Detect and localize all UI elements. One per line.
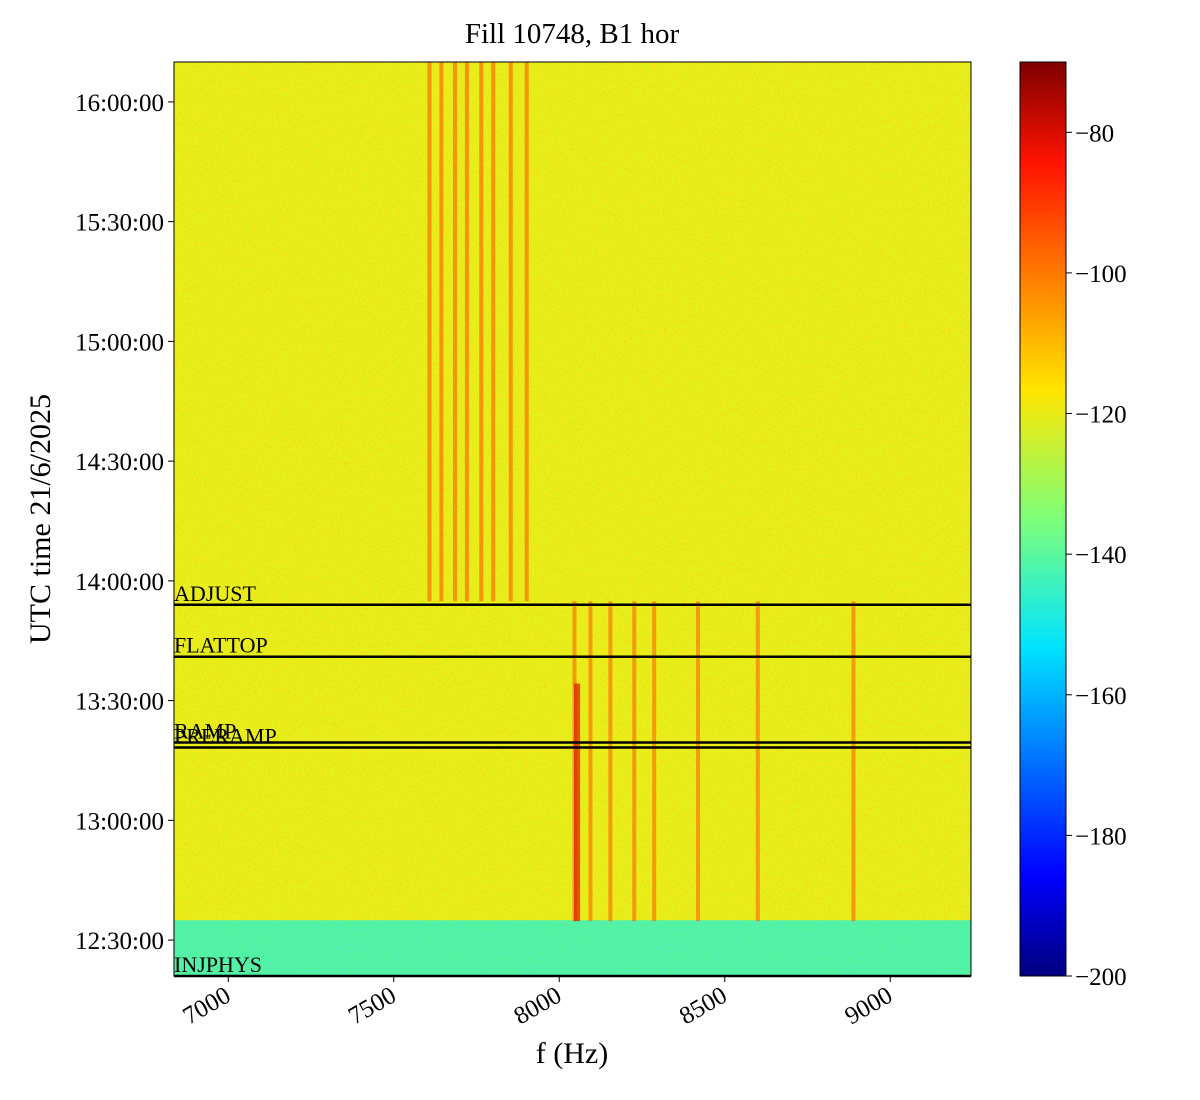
spectrogram-low-texture [174, 920, 971, 976]
x-tick-label: 7000 [178, 982, 235, 1030]
colorbar-tick-label: −160 [1075, 683, 1127, 710]
spectrogram-streak [851, 601, 856, 922]
spectrogram-streak [608, 601, 613, 922]
spectrogram-streak [479, 62, 484, 602]
spectrogram-streak [524, 62, 529, 602]
spectrogram-streak [439, 62, 444, 602]
y-axis-label: UTC time 21/6/2025 [24, 394, 57, 644]
chart-title: Fill 10748, B1 hor [465, 18, 680, 50]
spectrogram-streak [696, 601, 701, 922]
spectrogram-streak [452, 62, 457, 602]
spectrogram-streak [652, 601, 657, 922]
spectrogram-streak [508, 62, 513, 602]
plot-area [174, 62, 971, 976]
y-tick-label: 13:30:00 [75, 689, 164, 716]
x-tick-label: 8000 [509, 982, 566, 1030]
spectrogram-streak [427, 62, 432, 602]
x-tick-label: 8500 [675, 982, 732, 1030]
plot-frame [173, 61, 972, 977]
colorbar-tick-label: −200 [1075, 964, 1127, 991]
x-axis-label: f (Hz) [536, 1037, 608, 1070]
x-tick-label: 7500 [344, 982, 401, 1030]
event-label: PRERAMP [174, 724, 277, 749]
spectrogram-streak [464, 62, 469, 602]
y-tick-label: 15:00:00 [75, 329, 164, 356]
colorbar-tick-label: −80 [1075, 120, 1114, 147]
colorbar-tick-label: −180 [1075, 823, 1127, 850]
event-label: FLATTOP [174, 633, 268, 658]
y-tick-label: 14:00:00 [75, 569, 164, 596]
spectrogram-streak [588, 601, 593, 922]
colorbar-tick-label: −120 [1075, 402, 1127, 429]
y-tick-label: 16:00:00 [75, 90, 164, 117]
y-tick-label: 13:00:00 [75, 808, 164, 835]
x-tick-label: 9000 [840, 982, 897, 1030]
colorbar [1019, 61, 1067, 977]
y-tick-label: 14:30:00 [75, 449, 164, 476]
y-tick-label: 12:30:00 [75, 928, 164, 955]
event-label: RAMP [174, 719, 236, 744]
spectrogram-streak [755, 601, 760, 922]
spectrogram-streak [491, 62, 496, 602]
spectrogram-streak [574, 683, 581, 922]
colorbar-tick-label: −100 [1075, 261, 1127, 288]
colorbar-tick-label: −140 [1075, 542, 1127, 569]
event-label: INJPHYS [174, 952, 262, 977]
y-tick-label: 15:30:00 [75, 210, 164, 237]
event-label: ADJUST [174, 581, 256, 606]
spectrogram-streak [632, 601, 637, 922]
